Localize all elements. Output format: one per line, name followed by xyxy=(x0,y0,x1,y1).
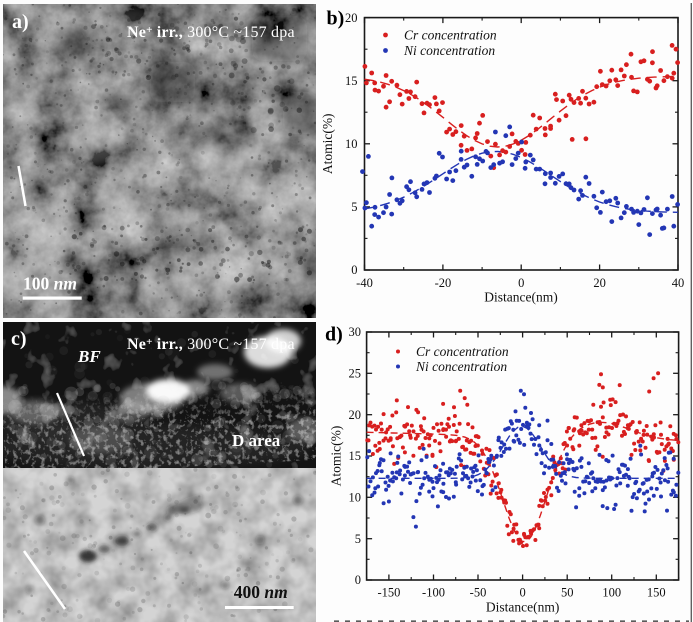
svg-text:0: 0 xyxy=(519,586,525,600)
svg-text:5: 5 xyxy=(351,200,357,214)
svg-text:50: 50 xyxy=(561,586,574,600)
svg-text:15: 15 xyxy=(349,449,362,463)
svg-text:-100: -100 xyxy=(422,586,445,600)
svg-text:15: 15 xyxy=(345,74,358,88)
svg-text:-40: -40 xyxy=(356,276,373,290)
svg-text:10: 10 xyxy=(345,137,358,151)
svg-text:30: 30 xyxy=(349,325,362,339)
svg-text:5: 5 xyxy=(355,532,361,546)
svg-text:0: 0 xyxy=(518,276,524,290)
svg-text:40: 40 xyxy=(672,276,685,290)
svg-text:10: 10 xyxy=(349,491,362,505)
svg-text:100 nm: 100 nm xyxy=(23,274,77,294)
svg-text:20: 20 xyxy=(349,408,362,422)
svg-text:d): d) xyxy=(325,324,343,346)
svg-text:b): b) xyxy=(327,8,345,30)
svg-text:100: 100 xyxy=(602,586,621,600)
svg-text:Distance(nm): Distance(nm) xyxy=(484,290,557,305)
svg-text:Ni concentration: Ni concentration xyxy=(403,43,495,58)
svg-text:0: 0 xyxy=(355,573,361,587)
svg-text:Cr concentration: Cr concentration xyxy=(404,28,497,43)
svg-text:Ni concentration: Ni concentration xyxy=(415,359,507,374)
svg-text:20: 20 xyxy=(593,276,606,290)
svg-text:Ne+ irr., 300°C ~157 dpa: Ne+ irr., 300°C ~157 dpa xyxy=(127,24,295,41)
svg-text:Ne+ irr., 300°C ~157 dpa: Ne+ irr., 300°C ~157 dpa xyxy=(127,336,295,353)
svg-text:400 nm: 400 nm xyxy=(234,582,288,602)
svg-text:D area: D area xyxy=(232,431,281,450)
svg-text:Atomic(%): Atomic(%) xyxy=(320,113,335,174)
svg-text:BF: BF xyxy=(77,347,101,366)
svg-text:-50: -50 xyxy=(470,586,487,600)
svg-text:Distance(nm): Distance(nm) xyxy=(486,600,559,615)
svg-text:150: 150 xyxy=(647,586,666,600)
svg-text:-150: -150 xyxy=(377,586,400,600)
svg-text:Cr concentration: Cr concentration xyxy=(416,344,509,359)
svg-text:0: 0 xyxy=(351,263,357,277)
svg-text:25: 25 xyxy=(349,367,362,381)
svg-text:Atomic(%): Atomic(%) xyxy=(329,426,344,487)
svg-text:a): a) xyxy=(12,11,29,33)
svg-text:c): c) xyxy=(11,328,27,350)
svg-text:-20: -20 xyxy=(435,276,452,290)
svg-text:20: 20 xyxy=(345,11,358,25)
